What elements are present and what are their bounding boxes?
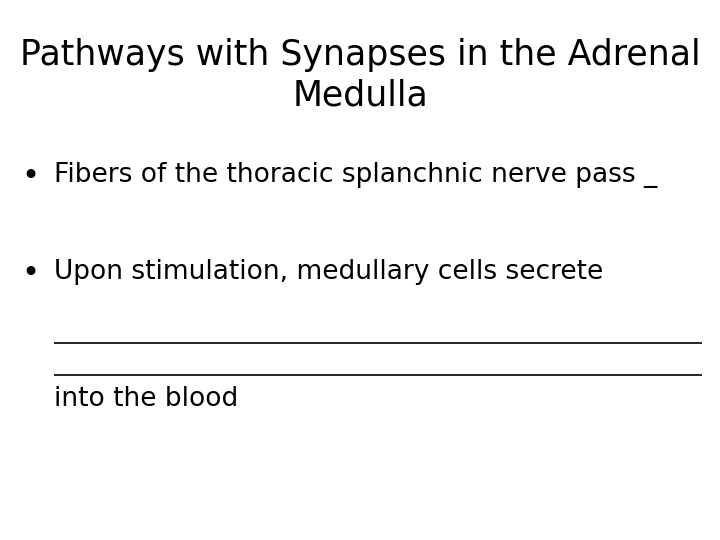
Text: into the blood: into the blood — [54, 386, 238, 412]
Text: •: • — [22, 162, 40, 191]
Text: Pathways with Synapses in the Adrenal
Medulla: Pathways with Synapses in the Adrenal Me… — [19, 38, 701, 112]
Text: Fibers of the thoracic splanchnic nerve pass _: Fibers of the thoracic splanchnic nerve … — [54, 162, 657, 188]
Text: •: • — [22, 259, 40, 288]
Text: Upon stimulation, medullary cells secrete: Upon stimulation, medullary cells secret… — [54, 259, 603, 285]
